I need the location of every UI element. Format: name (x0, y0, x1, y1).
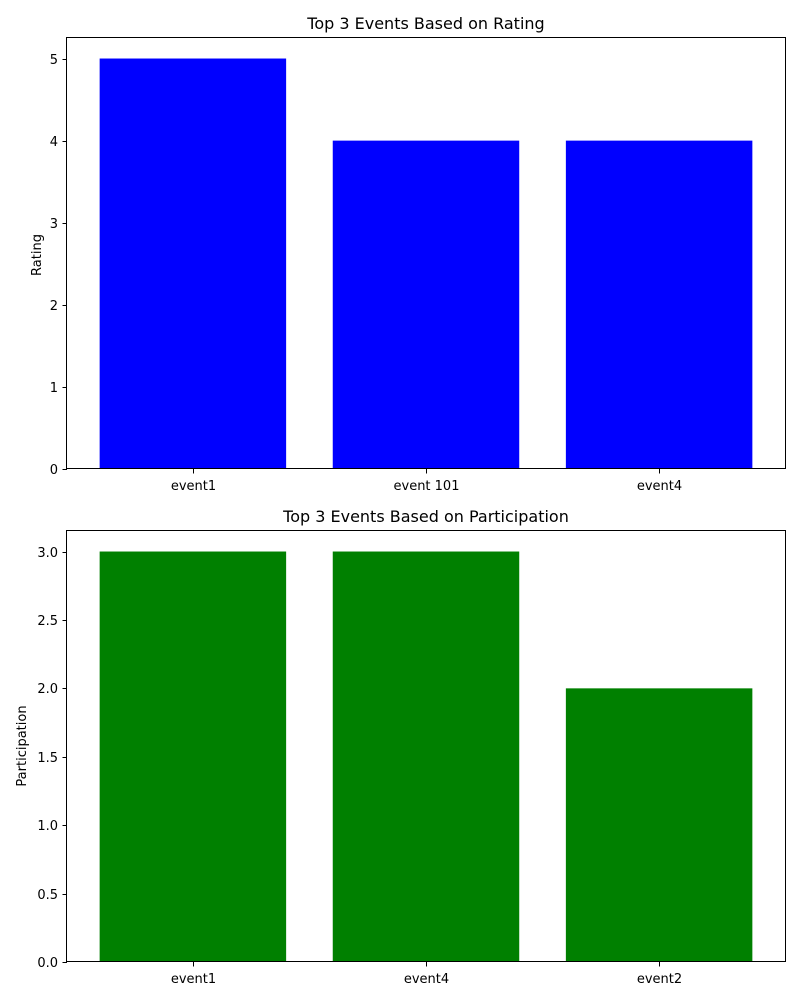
y-tick-label: 0 (50, 463, 58, 478)
bars (99, 551, 753, 962)
axes-frame (66, 37, 786, 469)
bar-event4 (332, 551, 520, 962)
bar-event2 (565, 688, 753, 962)
x-tick-label: event4 (404, 972, 449, 987)
x-axis-ticks: event1 event4 event2 (171, 962, 682, 987)
bars (99, 58, 753, 470)
bar-event-101 (332, 140, 520, 469)
bar-event1 (99, 551, 287, 962)
y-axis-label: Participation (15, 705, 30, 786)
y-tick-label: 4 (50, 135, 58, 150)
y-tick-label: 3.0 (37, 546, 58, 561)
bar-event4 (565, 140, 753, 469)
chart-title: Top 3 Events Based on Rating (306, 14, 544, 33)
y-axis-ticks: 0.0 0.5 1.0 1.5 2.0 2.5 3.0 (37, 546, 67, 971)
y-tick-label: 2.5 (37, 614, 58, 629)
x-tick-label: event1 (171, 972, 216, 987)
y-tick-label: 0.0 (37, 956, 58, 971)
chart-title: Top 3 Events Based on Participation (282, 507, 569, 526)
y-tick-label: 2.0 (37, 682, 58, 697)
x-tick-label: event4 (637, 479, 682, 494)
x-tick-label: event2 (637, 972, 682, 987)
y-tick-label: 2 (50, 299, 58, 314)
y-tick-label: 0.5 (37, 888, 58, 903)
axes-frame (66, 530, 786, 962)
y-tick-label: 5 (50, 53, 58, 68)
y-tick-label: 1.5 (37, 751, 58, 766)
y-tick-label: 1.0 (37, 819, 58, 834)
x-axis-ticks: event1 event 101 event4 (171, 469, 682, 494)
bar-event1 (99, 58, 287, 470)
y-tick-label: 1 (50, 381, 58, 396)
x-tick-label: event1 (171, 479, 216, 494)
rating-chart: Top 3 Events Based on Rating Rating 0 1 2 3… (30, 14, 786, 494)
x-tick-label: event 101 (394, 479, 460, 494)
y-axis-label: Rating (30, 234, 45, 276)
participation-chart: Top 3 Events Based on Participation Part… (15, 507, 786, 987)
y-tick-label: 3 (50, 217, 58, 232)
